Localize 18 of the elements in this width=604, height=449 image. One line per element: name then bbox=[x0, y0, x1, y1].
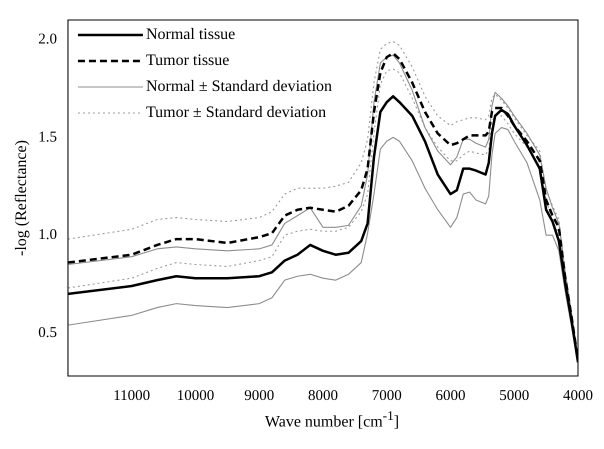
x-tick-label: 4000 bbox=[563, 388, 593, 404]
y-tick-label: 1.5 bbox=[38, 129, 57, 146]
x-tick-label: 11000 bbox=[113, 388, 150, 404]
x-tick-label: 5000 bbox=[499, 388, 530, 404]
legend-label: Tumor ± Standard deviation bbox=[146, 104, 326, 122]
y-axis-title: -log (Reflectance) bbox=[12, 140, 30, 256]
x-tick-label: 10000 bbox=[176, 388, 214, 404]
legend-label: Tumor tissue bbox=[146, 52, 230, 70]
legend-label: Normal tissue bbox=[146, 26, 236, 44]
x-tick-label: 8000 bbox=[308, 388, 338, 404]
x-axis-title: Wave number [cm$^{-1}$] bbox=[264, 408, 400, 432]
x-tick-label: 6000 bbox=[435, 388, 466, 404]
y-tick-label: 1.0 bbox=[38, 227, 57, 244]
y-tick-label: 2.0 bbox=[38, 32, 57, 48]
x-tick-label: 9000 bbox=[244, 388, 274, 404]
y-tick-label: 0.5 bbox=[38, 324, 57, 341]
x-tick-label: 7000 bbox=[372, 388, 402, 404]
legend-label: Normal ± Standard deviation bbox=[146, 78, 332, 96]
